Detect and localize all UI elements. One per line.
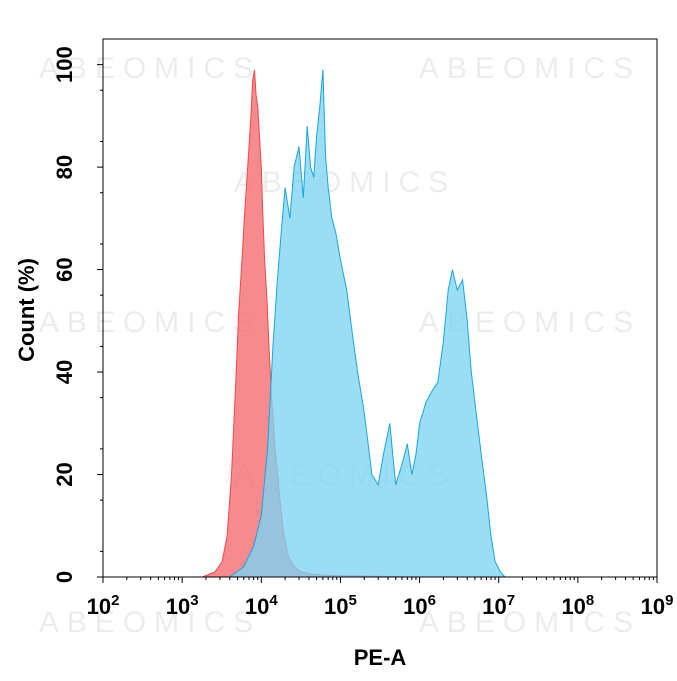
x-tick-label: 106 [403, 592, 436, 619]
y-tick-label: 60 [52, 257, 77, 281]
x-tick-label: 103 [166, 592, 199, 619]
x-tick-label: 104 [245, 592, 278, 619]
watermark-text: ABEOMICS [39, 306, 261, 339]
x-tick-label: 108 [561, 592, 594, 619]
series-1-fill [202, 69, 420, 577]
plot-frame [102, 38, 658, 578]
y-tick-label: 0 [52, 571, 77, 583]
x-tick-label: 107 [482, 592, 515, 619]
watermark-text: ABEOMICS [419, 52, 641, 85]
x-axis-title: PE-A [354, 645, 407, 670]
x-tick-label: 105 [324, 592, 357, 619]
y-tick-label: 80 [52, 155, 77, 179]
y-axis-title: Count (%) [14, 258, 39, 362]
y-tick-label: 20 [52, 462, 77, 486]
watermark-text: ABEOMICS [419, 606, 641, 639]
watermark-text: ABEOMICS [234, 166, 456, 199]
series-layer [202, 69, 506, 578]
x-tick-label: 102 [87, 592, 120, 619]
axes-layer: 0 20 40 60 80 100 102 103 104 105 106 107 108 109 [52, 46, 673, 619]
watermark-text: ABEOMICS [39, 606, 261, 639]
x-tick-label: 109 [641, 592, 674, 619]
watermark-text: ABEOMICS [39, 52, 261, 85]
series-2-line [229, 69, 506, 578]
y-tick-label: 40 [52, 360, 77, 384]
y-tick-label: 100 [52, 46, 77, 83]
series-2-fill [229, 69, 506, 577]
